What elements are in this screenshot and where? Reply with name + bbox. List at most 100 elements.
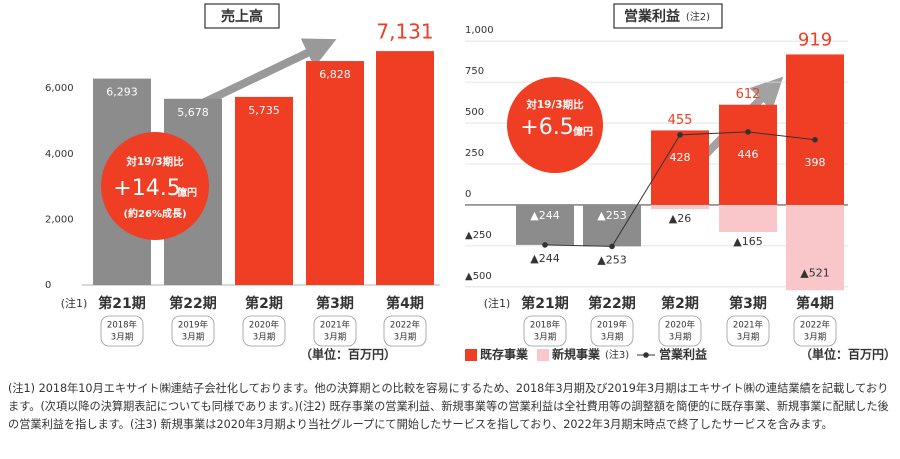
chart-title: 売上高 — [221, 8, 263, 25]
profit-label: 398 — [805, 156, 826, 169]
x-tick-label: 第22期 — [169, 295, 216, 312]
x-tick-label: 第3期 — [316, 295, 354, 312]
x-tick-label: 第2期 — [661, 295, 699, 312]
y-tick-label: 250 — [465, 148, 484, 159]
period-year: 2019年 — [597, 320, 628, 331]
value-label: ▲521 — [800, 266, 829, 279]
x-tick-label: 第21期 — [98, 295, 145, 312]
period-box — [523, 315, 567, 347]
value-label: 612 — [736, 87, 761, 102]
period-month: 3月期 — [324, 333, 346, 343]
period-year: 2018年 — [530, 320, 561, 331]
bar-segment — [719, 104, 777, 205]
period-box — [793, 315, 837, 347]
bar-segment — [516, 204, 574, 245]
profit-point — [542, 242, 548, 248]
unit-label: （単位：百万円） — [300, 347, 396, 362]
period-box — [590, 315, 634, 347]
period-month: 3月期 — [534, 333, 556, 343]
period-year: 2019年 — [178, 320, 209, 331]
y-tick-label: ▲250 — [465, 230, 492, 241]
period-year: 2020年 — [665, 320, 696, 331]
period-month: 3月期 — [804, 333, 826, 343]
annotation-note: (約26%成長) — [123, 207, 186, 220]
y-tick-label: 6,000 — [45, 83, 74, 94]
period-box — [726, 315, 770, 347]
y-tick-label: 750 — [465, 66, 484, 77]
title-box — [613, 3, 723, 29]
value-label: 6,293 — [106, 86, 138, 99]
x-tick-label: 第2期 — [245, 295, 283, 312]
bar-segment — [651, 204, 709, 210]
charts: 売上高 0 2,000 4,000 6,000 (注1) 第21期 2018年 3月期 第22期 2… — [45, 3, 896, 362]
x-tick-label: 第4期 — [796, 295, 834, 312]
legend-swatch — [537, 349, 549, 361]
x-tick-label: 第22期 — [588, 295, 635, 312]
bar — [235, 96, 293, 285]
period-month: 3月期 — [737, 333, 759, 343]
annotation-unit: 億円 — [177, 186, 197, 199]
annotation-change: +6.5 — [520, 115, 573, 140]
annotation-comparison: 対19/3期比 — [125, 155, 184, 168]
legend-note: (注3) — [605, 348, 629, 361]
period-year: 2022年 — [390, 320, 421, 331]
profit-label: 428 — [670, 151, 691, 164]
period-box — [383, 315, 427, 347]
legend-dot — [643, 352, 649, 358]
value-label: ▲253 — [597, 209, 626, 222]
x-tick-label: 第21期 — [521, 295, 568, 312]
note-label: (注1) — [484, 296, 511, 310]
profit-point — [745, 129, 751, 135]
title-box — [204, 3, 280, 29]
legend-label: 既存事業 — [480, 347, 529, 362]
y-tick-label: 500 — [465, 107, 484, 118]
y-tick-label: 1,000 — [465, 25, 494, 36]
chart-title: 営業利益 — [624, 8, 680, 25]
annotation-change: +14.5 — [113, 176, 180, 201]
period-month: 3月期 — [669, 333, 691, 343]
bar-segment — [719, 204, 777, 232]
value-label: ▲244 — [530, 209, 559, 222]
value-label: ▲26 — [669, 212, 691, 225]
bar-segment — [786, 204, 844, 291]
period-month: 3月期 — [601, 333, 623, 343]
value-label: 919 — [798, 29, 832, 50]
period-box — [171, 315, 215, 347]
profit-label: ▲244 — [530, 252, 559, 265]
note-label: (注1) — [61, 296, 88, 310]
y-tick-label: ▲500 — [465, 271, 492, 282]
bar — [376, 51, 434, 286]
value-label: 6,828 — [319, 68, 351, 81]
profit-label: ▲253 — [597, 253, 626, 266]
bar-segment — [651, 130, 709, 205]
y-tick-label: 4,000 — [45, 149, 74, 160]
profit-point — [609, 243, 615, 250]
unit-label: （単位：百万円） — [800, 347, 896, 362]
value-label: 5,735 — [248, 104, 280, 117]
annotation-circle — [507, 77, 603, 173]
period-year: 2021年 — [320, 320, 351, 331]
legend-swatch — [465, 349, 477, 361]
period-year: 2021年 — [733, 320, 764, 331]
period-month: 3月期 — [182, 333, 204, 343]
y-tick-label: 2,000 — [45, 214, 74, 225]
profit-label: 446 — [738, 148, 759, 161]
value-label: 7,131 — [376, 20, 433, 44]
x-tick-label: 第3期 — [729, 295, 767, 312]
period-month: 3月期 — [111, 333, 133, 343]
period-month: 3月期 — [253, 333, 275, 343]
profit-point — [812, 136, 818, 143]
period-box — [313, 315, 357, 347]
annotation-circle — [101, 132, 209, 240]
period-box — [658, 315, 702, 347]
legend-label: 営業利益 — [659, 347, 707, 362]
period-box — [242, 315, 286, 347]
bar-segment — [583, 204, 641, 247]
x-tick-label: 第4期 — [386, 295, 424, 312]
y-tick-label: 0 — [45, 280, 51, 291]
y-tick-label: 0 — [465, 189, 471, 200]
value-label: 5,678 — [177, 106, 209, 119]
bar — [306, 61, 364, 286]
period-month: 3月期 — [394, 333, 416, 343]
